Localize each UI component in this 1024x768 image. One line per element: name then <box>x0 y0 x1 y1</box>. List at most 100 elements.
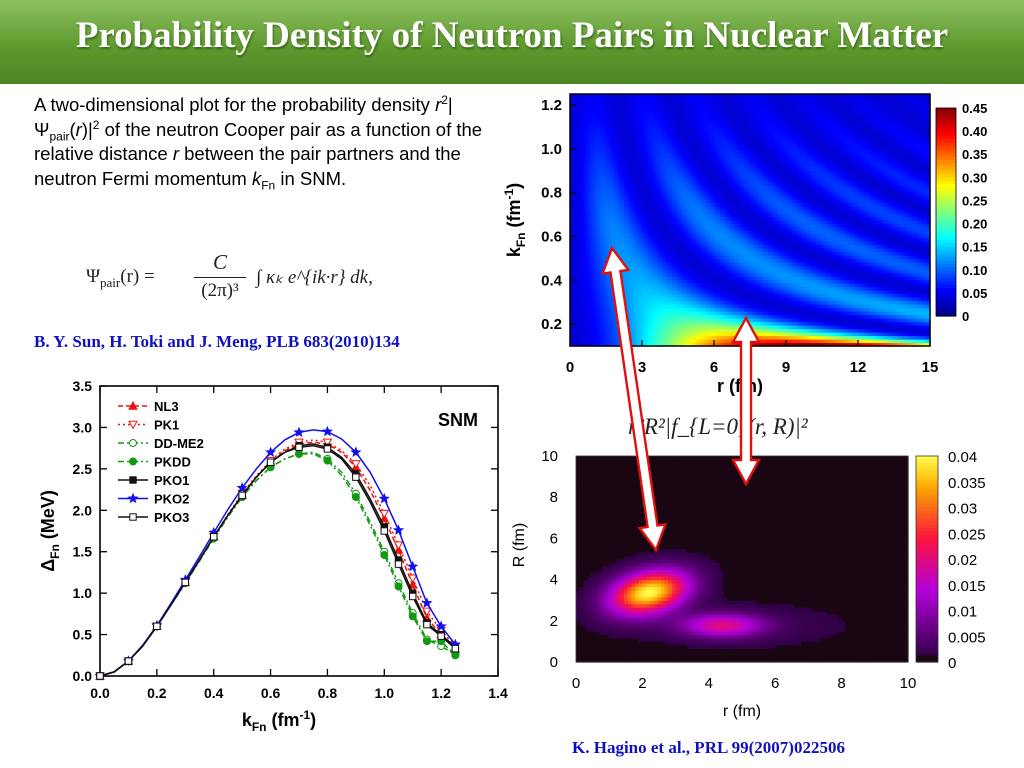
density-cell <box>672 258 676 263</box>
density-cell <box>840 234 844 239</box>
density-cell <box>681 314 685 319</box>
density-cell <box>921 311 925 316</box>
density-cell <box>630 237 634 242</box>
density-cell <box>696 272 700 277</box>
density-cell <box>714 209 718 214</box>
density-cell <box>753 279 757 284</box>
density-cell <box>831 318 835 323</box>
density-cell <box>867 290 871 295</box>
density-cell <box>732 223 736 228</box>
density-cell <box>897 342 901 347</box>
density-cell <box>741 283 745 288</box>
density-cell <box>717 251 721 256</box>
density-cell <box>882 311 886 316</box>
density-cell <box>660 230 664 235</box>
density-cell <box>765 262 769 267</box>
density-cell <box>927 265 931 270</box>
density-cell <box>804 304 808 309</box>
density-cell <box>870 230 874 235</box>
density-cell <box>576 342 580 347</box>
density-cell <box>702 241 706 246</box>
density-cell <box>651 209 655 214</box>
density-cell <box>786 339 790 344</box>
density-cell <box>822 335 826 340</box>
density-cell <box>819 262 823 267</box>
density-cell <box>702 328 706 333</box>
density-cell <box>594 297 598 302</box>
density-cell <box>606 206 610 211</box>
density-cell <box>807 213 811 218</box>
density-cell <box>888 227 892 232</box>
density-cell <box>855 293 859 298</box>
density-cell <box>780 216 784 221</box>
density-cell <box>852 325 856 330</box>
density-cell <box>735 255 739 260</box>
desc-paren-close: )| <box>81 118 93 140</box>
density-cell <box>678 216 682 221</box>
density-cell <box>888 325 892 330</box>
density-cell <box>741 293 745 298</box>
psi-formula: Ψpair(r) = C (2π)³ ∫ κₖ e^{ik·r} dk, <box>86 250 406 310</box>
density-cell <box>690 220 694 225</box>
density-cell <box>870 216 874 221</box>
density-cell <box>879 342 883 347</box>
density-cell <box>600 220 604 225</box>
slide-title: Probability Density of Neutron Pairs in … <box>75 15 949 56</box>
density-cell <box>597 276 601 281</box>
density-cell <box>780 311 784 316</box>
density-cell <box>897 328 901 333</box>
density-cell <box>627 206 631 211</box>
density-cell <box>678 304 682 309</box>
density-cell <box>711 297 715 302</box>
density-cell <box>570 262 574 267</box>
density-cell <box>891 307 895 312</box>
density-cell <box>768 251 772 256</box>
density-cell <box>576 248 580 253</box>
density-cell <box>804 321 808 326</box>
density-cell <box>774 223 778 228</box>
density-cell <box>828 209 832 214</box>
density-cell <box>816 335 820 340</box>
density-cell <box>675 241 679 246</box>
density-cell <box>792 314 796 319</box>
density-cell <box>789 209 793 214</box>
density-cell <box>897 279 901 284</box>
density-cell <box>837 269 841 274</box>
density-cell <box>780 265 784 270</box>
density-cell <box>687 293 691 298</box>
density-cell <box>801 206 805 211</box>
density-cell <box>759 237 763 242</box>
density-cell <box>711 220 715 225</box>
density-cell <box>765 216 769 221</box>
density-cell <box>903 311 907 316</box>
density-cell <box>594 248 598 253</box>
density-cell <box>843 237 847 242</box>
density-cell <box>765 255 769 260</box>
density-cell <box>888 248 892 253</box>
density-cell <box>828 248 832 253</box>
density-cell <box>576 251 580 256</box>
density-cell <box>783 325 787 330</box>
density-cell <box>735 213 739 218</box>
density-cell <box>789 279 793 284</box>
density-cell <box>750 209 754 214</box>
density-cell <box>807 339 811 344</box>
density-cell <box>660 241 664 246</box>
density-cell <box>699 227 703 232</box>
density-cell <box>921 251 925 256</box>
density-cell <box>873 297 877 302</box>
density-cell <box>669 262 673 267</box>
density-cell <box>705 213 709 218</box>
density-cell <box>804 318 808 323</box>
density-cell <box>810 321 814 326</box>
density-cell <box>786 293 790 298</box>
density-cell <box>738 279 742 284</box>
density-cell <box>597 279 601 284</box>
gap-legend-label: PKDD <box>154 455 191 470</box>
density-cell <box>657 213 661 218</box>
density-cell <box>648 213 652 218</box>
density-cell <box>714 276 718 281</box>
density-cell <box>714 269 718 274</box>
density-cell <box>834 304 838 309</box>
density-cell <box>597 265 601 270</box>
